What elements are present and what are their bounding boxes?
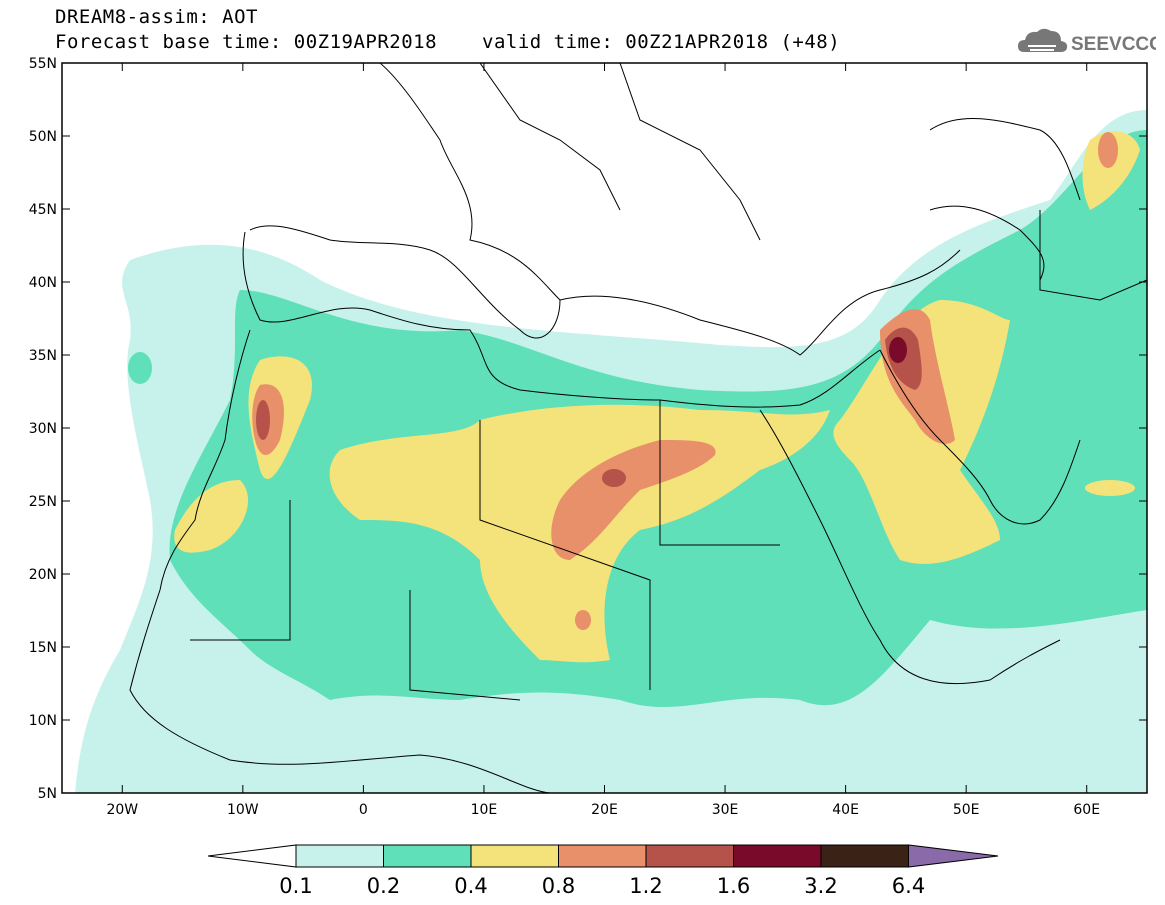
cloud-icon bbox=[1018, 28, 1068, 52]
forecast-base-time: Forecast base time: 00Z19APR2018 bbox=[55, 31, 438, 53]
lon-tick-label: 30E bbox=[712, 802, 739, 818]
lon-axis: 20W 10W 0 10E 20E 30E 40E 50E 60E bbox=[106, 63, 1100, 818]
colorbar-swatch bbox=[645, 844, 734, 868]
lat-tick-label: 20N bbox=[29, 567, 57, 583]
lon-tick-label: 60E bbox=[1073, 802, 1100, 818]
lat-axis: 55N 50N 45N 40N 35N 30N 25N 20N 15N 10N 5N bbox=[29, 56, 1147, 802]
colorbar-level-label: 6.4 bbox=[892, 874, 925, 898]
lat-tick-label: 35N bbox=[29, 348, 57, 364]
lon-tick-label: 0 bbox=[359, 802, 368, 818]
lat-tick-label: 5N bbox=[38, 786, 57, 802]
aot-contour-0.8 bbox=[551, 440, 716, 560]
lon-tick-label: 10E bbox=[471, 802, 498, 818]
colorbar-level-label: 3.2 bbox=[804, 874, 837, 898]
colorbar-over-arrow bbox=[908, 844, 999, 868]
valid-time: valid time: 00Z21APR2018 (+48) bbox=[482, 31, 841, 53]
aot-contour-0.4 bbox=[1082, 131, 1140, 210]
aot-blob bbox=[256, 400, 270, 440]
lat-tick-label: 40N bbox=[29, 275, 57, 291]
colorbar-swatch bbox=[470, 844, 559, 868]
lon-tick-label: 10W bbox=[227, 802, 259, 818]
colorbar-level-label: 1.6 bbox=[717, 874, 750, 898]
colorbar-level-label: 0.8 bbox=[542, 874, 575, 898]
colorbar-swatch bbox=[820, 844, 909, 868]
lat-tick-label: 30N bbox=[29, 421, 57, 437]
aot-blob bbox=[602, 469, 626, 487]
aot-blob bbox=[1098, 132, 1118, 168]
colorbar-level-label: 0.1 bbox=[279, 874, 312, 898]
colorbar-level-label: 1.2 bbox=[629, 874, 662, 898]
aot-blob bbox=[889, 337, 907, 363]
colorbar-swatch bbox=[558, 844, 647, 868]
lat-tick-label: 50N bbox=[29, 129, 57, 145]
aot-blob bbox=[1085, 480, 1135, 496]
colorbar-swatch bbox=[733, 844, 822, 868]
aot-blob bbox=[128, 352, 152, 384]
colorbar-under-arrow bbox=[207, 844, 297, 868]
aot-blob bbox=[575, 610, 591, 630]
aot-field bbox=[75, 110, 1147, 793]
colorbar-swatch bbox=[383, 844, 472, 868]
lat-tick-label: 10N bbox=[29, 713, 57, 729]
lon-tick-label: 40E bbox=[832, 802, 859, 818]
colorbar-swatch bbox=[295, 844, 384, 868]
lat-tick-label: 45N bbox=[29, 202, 57, 218]
lat-tick-label: 25N bbox=[29, 494, 57, 510]
coastlines bbox=[129, 63, 1147, 793]
logo-text: SEEVCCC bbox=[1071, 34, 1156, 55]
lon-tick-label: 50E bbox=[953, 802, 980, 818]
lat-tick-label: 15N bbox=[29, 640, 57, 656]
lon-tick-label: 20E bbox=[591, 802, 618, 818]
colorbar: 0.1 0.2 0.4 0.8 1.2 1.6 3.2 6.4 bbox=[207, 844, 999, 898]
map-title: DREAM8-assim: AOT bbox=[55, 6, 258, 28]
colorbar-level-label: 0.4 bbox=[454, 874, 487, 898]
aot-contour-0.4 bbox=[174, 480, 249, 553]
seevccc-logo: SEEVCCC bbox=[1018, 28, 1156, 55]
lat-tick-label: 55N bbox=[29, 56, 57, 72]
colorbar-level-label: 0.2 bbox=[367, 874, 400, 898]
aot-contour-0.4 bbox=[833, 300, 1010, 564]
lon-tick-label: 20W bbox=[106, 802, 138, 818]
